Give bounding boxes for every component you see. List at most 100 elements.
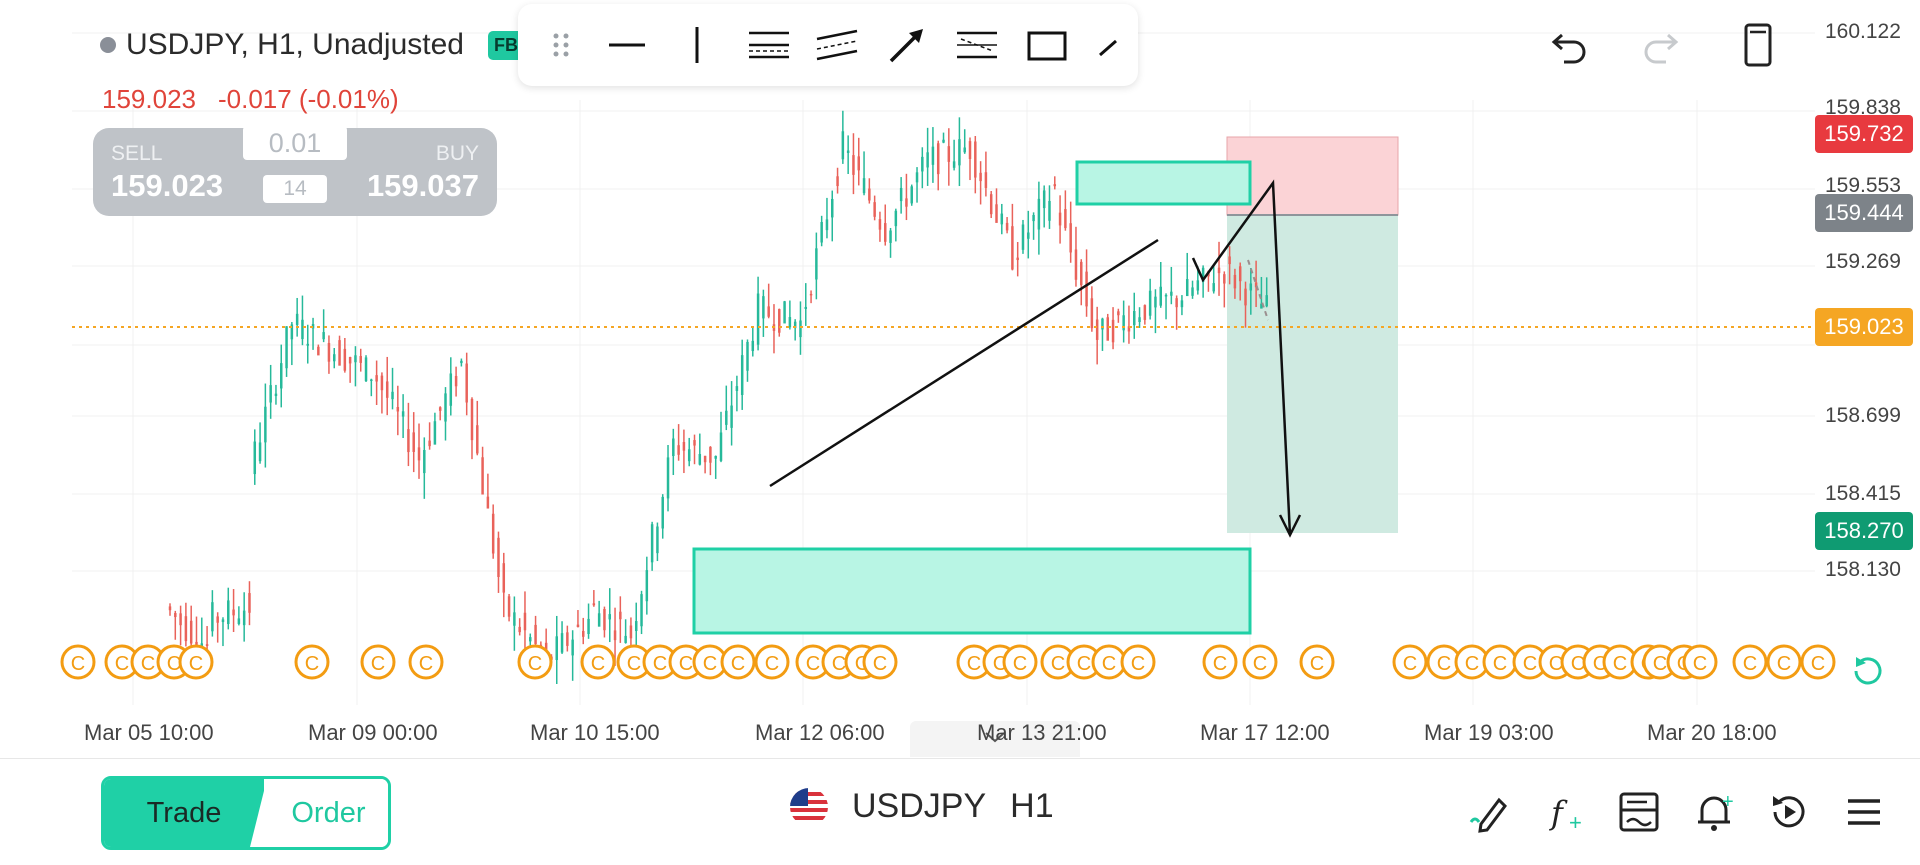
price-axis-label: 159.553 xyxy=(1825,174,1901,197)
event-marker-circle xyxy=(294,644,330,680)
order-tab-label: Order xyxy=(291,796,366,829)
event-marker-glyph: C xyxy=(1613,653,1627,675)
event-marker-icon: C xyxy=(580,644,616,680)
take-profit-zone[interactable] xyxy=(1227,215,1398,533)
event-marker-circle xyxy=(580,644,616,680)
event-marker-glyph: C xyxy=(1653,653,1667,675)
event-marker-glyph: C xyxy=(1310,653,1324,675)
event-marker-icon: C xyxy=(1732,644,1768,680)
event-marker-icon: C xyxy=(517,644,553,680)
quote-line: 159.023 -0.017 (-0.01%) xyxy=(102,84,399,115)
order-tab[interactable]: Order xyxy=(250,779,388,847)
event-marker-icon: C xyxy=(408,644,444,680)
drag-handle-icon[interactable] xyxy=(536,20,586,70)
projection-path-drawing[interactable] xyxy=(1191,179,1292,536)
time-axis-label: Mar 17 12:00 xyxy=(1200,720,1330,745)
indicators-icon[interactable]: f + xyxy=(1540,787,1590,837)
symbol-selector[interactable]: USDJPY H1 xyxy=(790,787,1054,826)
one-click-trade-widget: SELL 159.023 BUY 159.037 0.01 14 xyxy=(93,126,497,216)
buy-button[interactable]: 159.037 xyxy=(366,168,479,203)
vertical-line-icon[interactable] xyxy=(672,20,722,70)
bottom-toolbar: Trade Order USDJPY H1 f + + xyxy=(0,758,1920,865)
us-flag-icon xyxy=(790,787,828,826)
event-marker-icon: C xyxy=(795,644,831,680)
screen-rotate-icon[interactable] xyxy=(1733,20,1783,70)
lot-size-input[interactable]: 0.01 xyxy=(243,126,347,160)
event-marker-icon: C xyxy=(178,644,214,680)
symbol-header[interactable]: USDJPY, H1, Unadjusted FB xyxy=(100,28,524,62)
event-marker-glyph: C xyxy=(765,653,779,675)
reset-chart-icon[interactable] xyxy=(1843,646,1893,696)
event-marker-glyph: C xyxy=(1253,653,1267,675)
event-marker-icon: C xyxy=(1602,644,1638,680)
templates-icon[interactable] xyxy=(1614,787,1664,837)
event-marker-glyph: C xyxy=(305,653,319,675)
demand-zone[interactable] xyxy=(692,547,1252,635)
replay-icon[interactable] xyxy=(1764,787,1814,837)
event-marker-icon: C xyxy=(754,644,790,680)
event-marker-glyph: C xyxy=(1549,653,1563,675)
event-marker-icon: C xyxy=(692,644,728,680)
event-marker-glyph: C xyxy=(419,653,433,675)
entry-price-badge[interactable]: 159.444 xyxy=(1815,194,1913,232)
time-axis-label: Mar 19 03:00 xyxy=(1424,720,1554,745)
event-marker-circle xyxy=(1120,644,1156,680)
supply-zone[interactable] xyxy=(1075,160,1252,206)
event-marker-circle xyxy=(1299,644,1335,680)
event-marker-icon: C xyxy=(1512,644,1548,680)
time-axis-label: Mar 12 06:00 xyxy=(755,720,885,745)
event-marker-circle xyxy=(754,644,790,680)
event-marker-icon: C xyxy=(956,644,992,680)
draw-tools-icon[interactable] xyxy=(1466,787,1516,837)
parallel-channel-icon[interactable] xyxy=(812,20,862,70)
take-profit-price-badge[interactable]: 158.270 xyxy=(1815,512,1913,550)
symbol-title: USDJPY, H1, Unadjusted xyxy=(126,28,464,61)
event-marker-icon: C xyxy=(1299,644,1335,680)
event-marker-circle xyxy=(1766,644,1802,680)
fib-retracement-icon[interactable] xyxy=(952,20,1002,70)
event-marker-icon: C xyxy=(1120,644,1156,680)
event-marker-icon: C xyxy=(720,644,756,680)
event-marker-circle xyxy=(1002,644,1038,680)
event-marker-icon: C xyxy=(1482,644,1518,680)
event-marker-icon: C xyxy=(294,644,330,680)
sell-button[interactable]: 159.023 xyxy=(111,168,224,203)
menu-icon[interactable] xyxy=(1839,787,1889,837)
undo-icon[interactable] xyxy=(1545,20,1595,70)
event-marker-glyph: C xyxy=(1403,653,1417,675)
event-marker-glyph: C xyxy=(71,653,85,675)
rectangle-icon[interactable] xyxy=(1022,20,1072,70)
timeframe-label[interactable]: H1 xyxy=(1010,787,1054,825)
event-marker-glyph: C xyxy=(167,653,181,675)
event-marker-icon: C xyxy=(60,644,96,680)
event-marker-glyph: C xyxy=(1437,653,1451,675)
trendline-drawing[interactable] xyxy=(769,238,1159,488)
event-marker-glyph: C xyxy=(679,653,693,675)
horizontal-line-icon[interactable] xyxy=(602,20,652,70)
alerts-icon[interactable]: + xyxy=(1689,787,1739,837)
event-marker-circle xyxy=(360,644,396,680)
event-marker-glyph: C xyxy=(731,653,745,675)
trendline-icon[interactable] xyxy=(1084,20,1134,70)
timeframe-drag-tab[interactable] xyxy=(910,721,1080,757)
event-marker-glyph: C xyxy=(141,653,155,675)
event-marker-circle xyxy=(1682,644,1718,680)
event-marker-glyph: C xyxy=(1077,653,1091,675)
spread-value: 14 xyxy=(263,175,327,203)
event-marker-glyph: C xyxy=(653,653,667,675)
sell-label: SELL xyxy=(111,142,163,165)
redo-icon[interactable] xyxy=(1635,20,1685,70)
stop-loss-zone[interactable] xyxy=(1226,136,1399,216)
arrow-icon[interactable] xyxy=(882,20,932,70)
symbol-name: USDJPY xyxy=(852,787,987,825)
svg-text:+: + xyxy=(1569,810,1582,835)
event-marker-icon: C xyxy=(1202,644,1238,680)
stop-loss-price-badge[interactable]: 159.732 xyxy=(1815,115,1913,153)
event-marker-glyph: C xyxy=(967,653,981,675)
price-axis-label: 160.122 xyxy=(1825,20,1901,43)
trade-tab[interactable]: Trade xyxy=(104,779,264,847)
event-marker-circle xyxy=(1732,644,1768,680)
horizontal-channel-icon[interactable] xyxy=(744,20,794,70)
